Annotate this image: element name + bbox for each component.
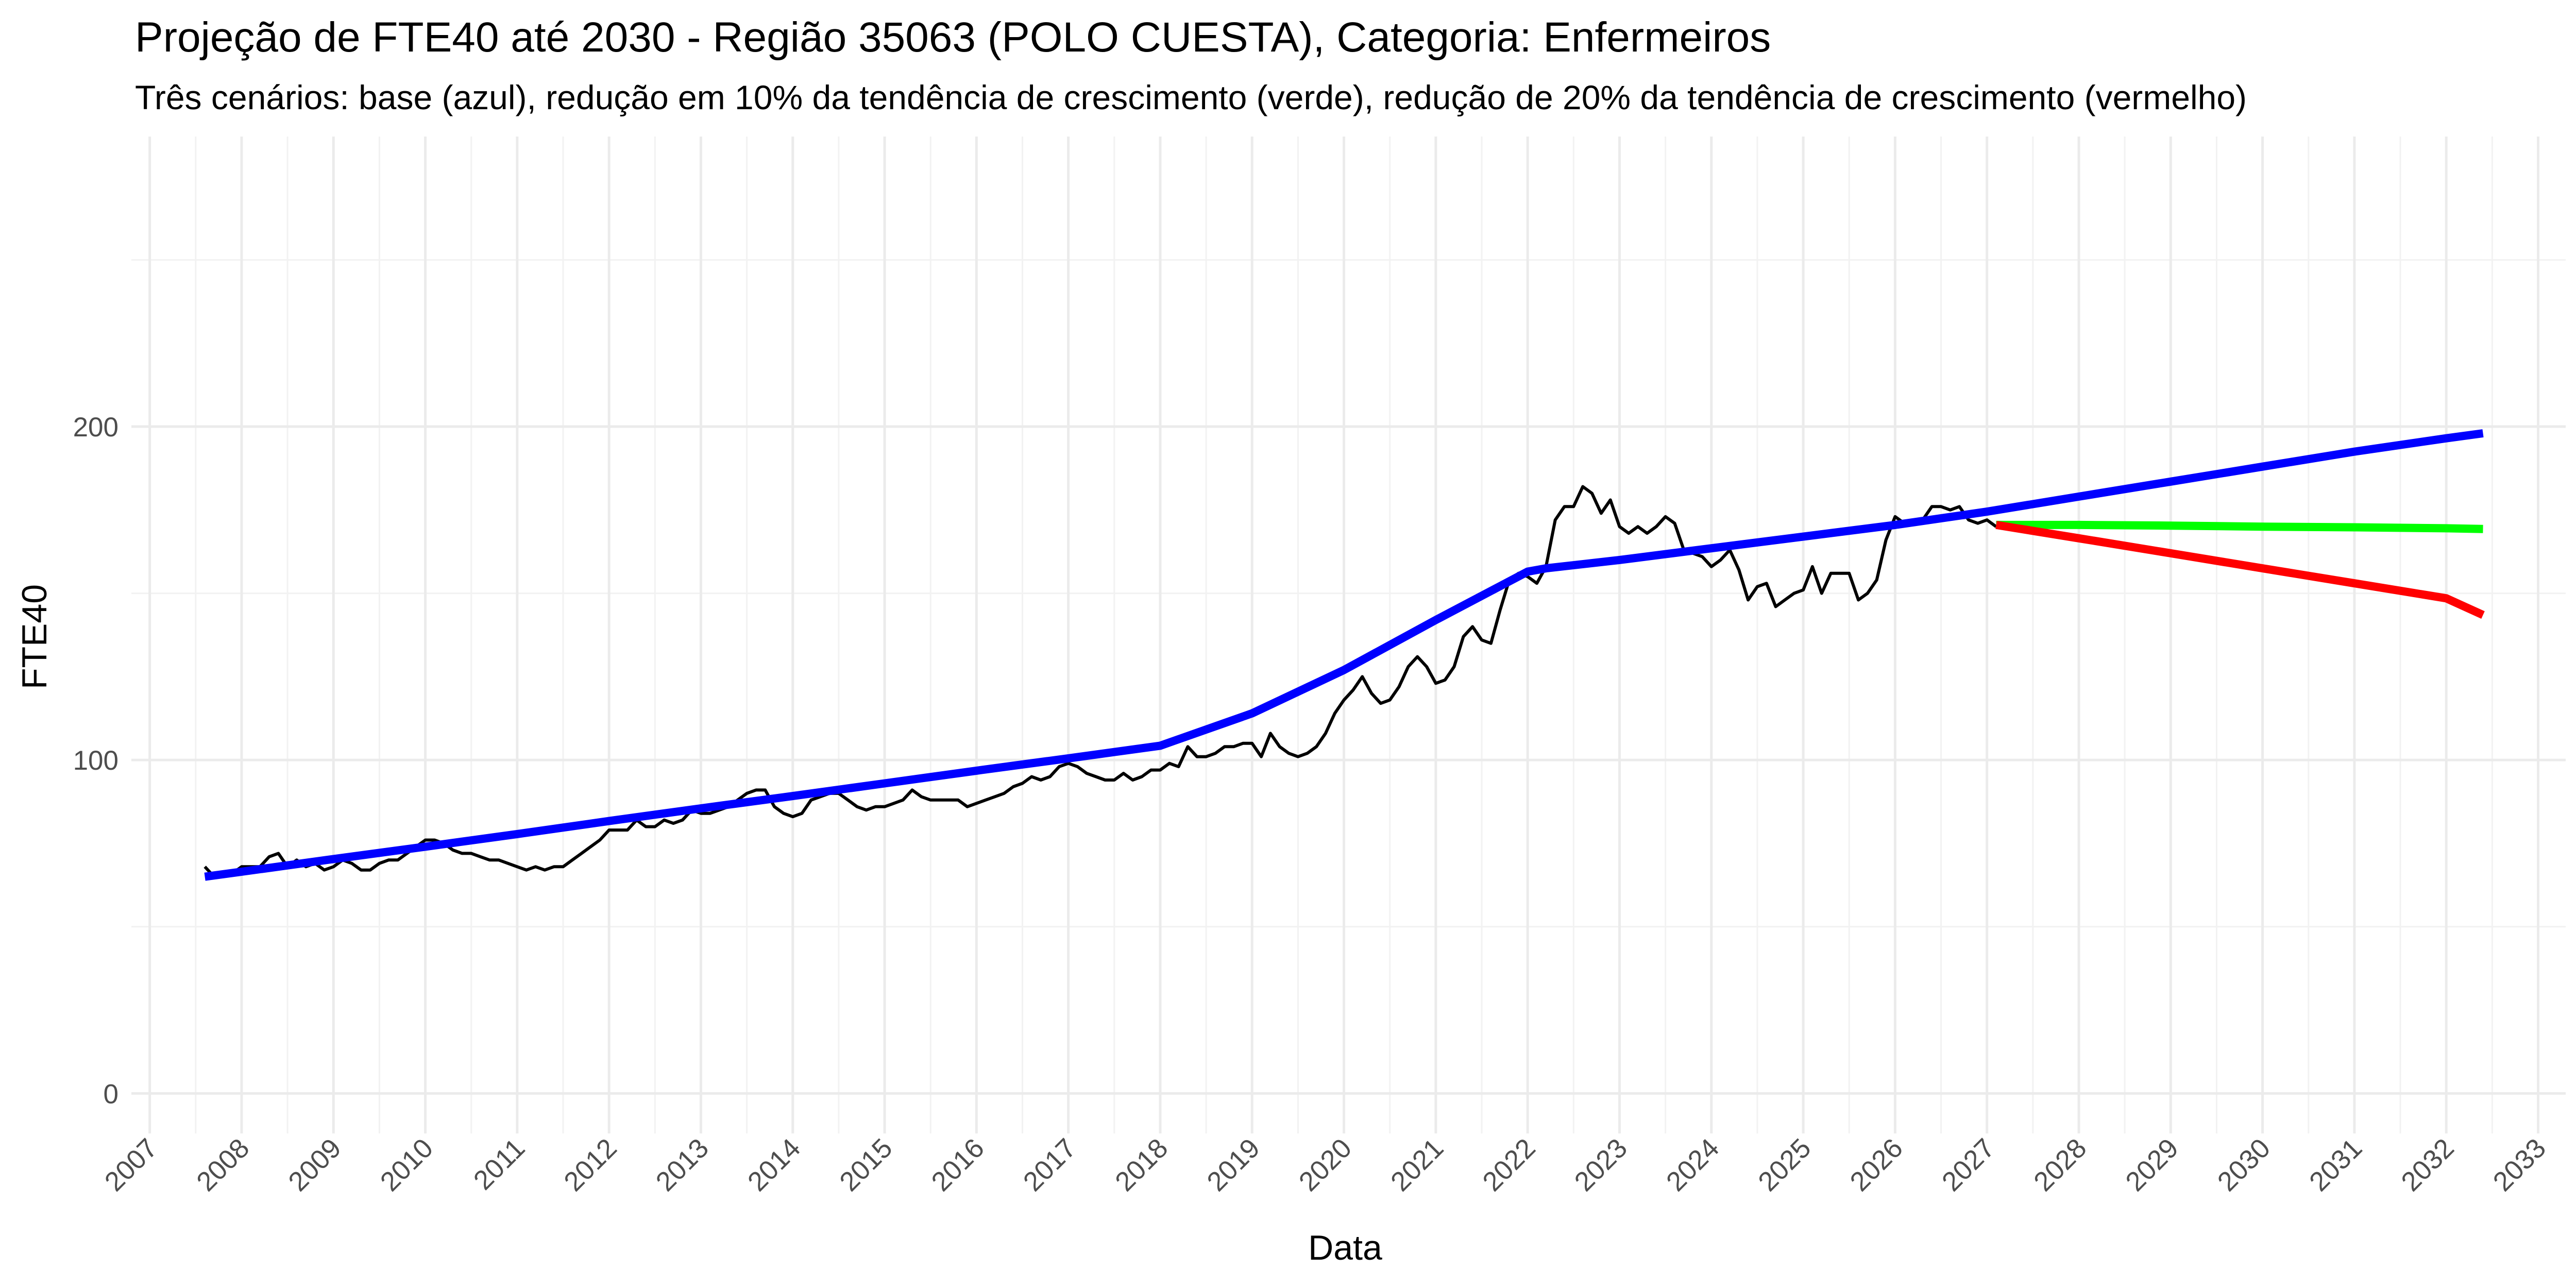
- x-tick-label: 2031: [2303, 1133, 2368, 1197]
- series-layer: [204, 429, 2485, 881]
- y-tick-label: 0: [104, 1079, 118, 1109]
- y-axis-title: FTE40: [15, 584, 54, 689]
- grid-major: [131, 137, 2566, 1133]
- x-tick-label: 2013: [650, 1133, 715, 1197]
- x-tick-label: 2007: [99, 1133, 163, 1197]
- reduction-10-line: [1996, 520, 2483, 533]
- y-tick-label: 200: [73, 412, 118, 443]
- x-tick-label: 2021: [1385, 1133, 1449, 1197]
- x-tick-label: 2033: [2487, 1133, 2552, 1197]
- chart-subtitle: Três cenários: base (azul), redução em 1…: [135, 78, 2247, 116]
- x-tick-label: 2026: [1844, 1133, 1909, 1197]
- x-tick-label: 2022: [1477, 1133, 1541, 1197]
- y-tick-label: 100: [73, 745, 118, 776]
- x-tick-label: 2030: [2212, 1133, 2276, 1197]
- x-tick-label: 2019: [1201, 1133, 1266, 1197]
- x-tick-label: 2012: [558, 1133, 623, 1197]
- x-tick-label: 2029: [2120, 1133, 2184, 1197]
- y-tick-labels: 0 100 200: [73, 412, 118, 1109]
- x-tick-label: 2008: [191, 1133, 255, 1197]
- x-tick-label: 2011: [468, 1133, 531, 1196]
- observed-series-line: [204, 485, 1997, 878]
- x-tick-label: 2020: [1293, 1133, 1358, 1197]
- x-axis-title: Data: [1308, 1228, 1382, 1267]
- x-tick-label: 2032: [2396, 1133, 2460, 1197]
- grid-minor: [131, 137, 2566, 1133]
- x-tick-label: 2018: [1109, 1133, 1174, 1197]
- x-tick-label: 2028: [2028, 1133, 2092, 1197]
- x-tick-label: 2015: [834, 1133, 898, 1197]
- base-scenario-line: [204, 429, 2484, 881]
- x-tick-label: 2014: [742, 1133, 806, 1197]
- x-tick-label: 2024: [1660, 1133, 1725, 1197]
- x-tick-labels: 2007 2008 2009 2010 2011 2012 2013 2014 2015 2016…: [99, 1133, 2552, 1197]
- x-tick-label: 2016: [926, 1133, 990, 1197]
- x-tick-label: 2025: [1752, 1133, 1817, 1197]
- chart-title: Projeção de FTE40 até 2030 - Região 3506…: [135, 14, 1771, 61]
- x-tick-label: 2023: [1569, 1133, 1633, 1197]
- x-tick-label: 2010: [375, 1133, 439, 1197]
- x-tick-label: 2027: [1936, 1133, 2001, 1197]
- reduction-20-line: [1995, 521, 2485, 619]
- x-tick-label: 2009: [283, 1133, 347, 1197]
- x-tick-label: 2017: [1018, 1133, 1082, 1197]
